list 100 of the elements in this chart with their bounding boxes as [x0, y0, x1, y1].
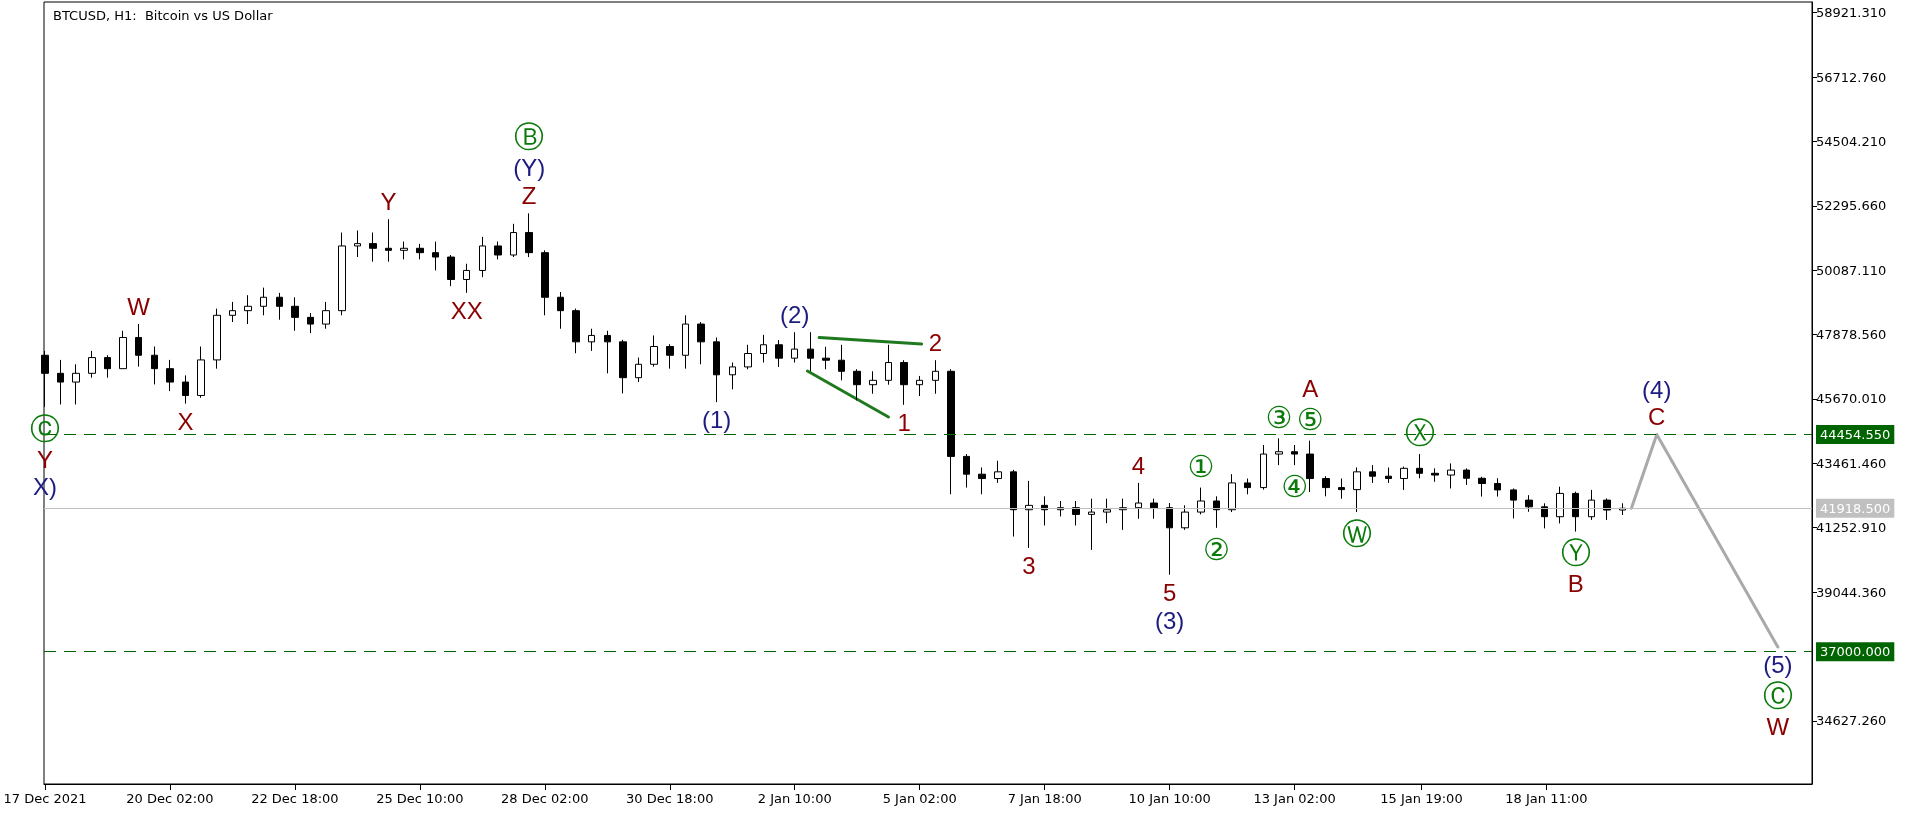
x-tick-label: 5 Jan 02:00: [882, 791, 957, 806]
candlestick: [1260, 444, 1267, 491]
x-tick-label: 17 Dec 2021: [3, 791, 87, 806]
y-tick-label: 47878.560: [1816, 327, 1887, 343]
candlestick: [713, 336, 720, 403]
x-tick-label: 20 Dec 02:00: [126, 791, 214, 806]
x-tick-label: 28 Dec 02:00: [501, 791, 589, 806]
candlestick: [1478, 476, 1486, 498]
candlestick: [1213, 495, 1220, 529]
candlestick: [1400, 466, 1408, 491]
candlestick: [510, 223, 517, 258]
candlestick: [416, 243, 424, 260]
annotation: Y: [36, 445, 53, 473]
candlestick: [900, 359, 908, 406]
candlestick: [447, 254, 455, 287]
annotation: ④: [1281, 469, 1309, 503]
candlestick: [666, 343, 674, 370]
annotation: XX: [450, 297, 483, 325]
candlestick: [1150, 498, 1158, 520]
x-tick-label: 10 Jan 10:00: [1128, 791, 1211, 806]
candlestick: [72, 363, 80, 406]
candlestick: [650, 334, 658, 368]
annotation: B: [1567, 570, 1584, 598]
candlestick: [604, 330, 611, 374]
candlestick: [697, 321, 705, 365]
candlestick: [619, 339, 627, 394]
candlestick: [682, 314, 689, 370]
ref-line-label: 44454.550: [1820, 426, 1891, 442]
candlestick: [541, 249, 549, 316]
ref-line-label: 41918.500: [1820, 500, 1891, 516]
candlestick: [916, 375, 923, 397]
candlestick: [994, 460, 1002, 484]
candlestick: [369, 232, 377, 263]
candlestick: [791, 331, 798, 364]
candlestick: [354, 230, 361, 258]
annotation: 4: [1131, 451, 1146, 479]
annotation: C: [1648, 403, 1666, 431]
candlestick: [525, 212, 533, 258]
y-tick-label: 45670.010: [1816, 391, 1887, 407]
candlestick: [276, 292, 283, 321]
candlestick: [244, 294, 252, 325]
annotation: Z: [521, 182, 537, 210]
candlestick: [807, 331, 814, 372]
annotation: ⑤: [1296, 402, 1324, 436]
candlestick: [760, 334, 767, 364]
candlestick: [213, 308, 221, 370]
annotation: ③: [1265, 400, 1293, 434]
candlestick: [385, 218, 392, 263]
candlestick: [869, 370, 877, 395]
candlestick: [963, 453, 970, 489]
annotation: ②: [1203, 532, 1230, 566]
annotation: ⓒ: [29, 411, 60, 445]
candlestick: [1306, 440, 1314, 493]
candlestick: [947, 368, 955, 495]
candlestick: [1197, 487, 1205, 515]
y-tick-label: 39044.360: [1816, 584, 1887, 600]
candlestick: [1338, 478, 1345, 500]
candlestick: [57, 359, 64, 406]
y-tick-label: 41252.910: [1816, 520, 1887, 536]
y-tick-label: 54504.210: [1816, 133, 1887, 149]
x-tick-label: 7 Jan 18:00: [1007, 791, 1082, 806]
y-tick-label: 43461.460: [1816, 455, 1887, 471]
candlestick: [557, 291, 564, 330]
candlestick: [932, 359, 939, 395]
x-tick-label: 18 Jan 11:00: [1505, 791, 1588, 806]
annotation: Ⓨ: [1560, 536, 1591, 570]
annotation: (3): [1154, 606, 1185, 634]
candlestick: [1416, 453, 1423, 479]
candlestick: [1010, 469, 1017, 538]
candlestick: [1572, 491, 1579, 533]
x-tick-label: 15 Jan 19:00: [1380, 791, 1463, 806]
candlestick: [479, 236, 486, 278]
candlestick: [635, 357, 642, 383]
annotation: Ⓒ: [1762, 679, 1793, 713]
candlestick: [1103, 498, 1111, 524]
annotation: (5): [1763, 651, 1793, 679]
candlestick: [338, 232, 346, 316]
candlestick: [494, 241, 502, 260]
candlestick: [1369, 464, 1376, 484]
annotation: ①: [1187, 449, 1215, 483]
candlestick: [88, 350, 96, 379]
candlestick: [1463, 467, 1470, 486]
y-tick-label: 34627.260: [1816, 713, 1887, 729]
candlestick: [1135, 482, 1142, 520]
annotation: W: [1766, 713, 1790, 741]
candlestick: [978, 466, 986, 495]
candlestick: [166, 359, 174, 392]
candlestick: [822, 346, 830, 370]
candlestick: [1525, 494, 1533, 513]
candlestick: [135, 323, 142, 368]
candlestick: [1088, 498, 1095, 551]
y-tick-label: 50087.110: [1816, 262, 1887, 278]
candlestick: [432, 241, 439, 271]
ref-line-label: 37000.000: [1820, 644, 1891, 660]
annotation: (Y): [513, 154, 546, 182]
candlestick: [885, 344, 892, 386]
x-tick-label: 25 Dec 10:00: [376, 791, 464, 806]
annotation: X: [177, 407, 194, 435]
candlestick: [104, 354, 111, 379]
candlestick: [588, 328, 595, 352]
